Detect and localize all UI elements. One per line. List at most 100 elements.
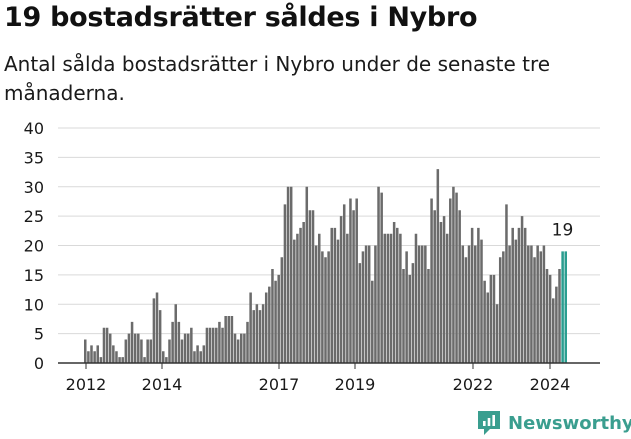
bar [318, 233, 321, 363]
bar [539, 251, 543, 363]
bar [396, 227, 399, 363]
bar [249, 292, 252, 363]
bar [502, 251, 505, 363]
bar [280, 257, 284, 363]
bar [386, 233, 390, 363]
bar [324, 257, 327, 363]
bar [271, 269, 274, 363]
y-tick-label: 15 [24, 266, 44, 285]
x-tick-label: 2024 [530, 375, 571, 394]
bar [474, 245, 477, 363]
highlight-bar [561, 251, 564, 363]
bar [420, 245, 424, 363]
y-tick-label: 0 [34, 354, 44, 373]
page-title: 19 bostadsrätter såldes i Nybro [4, 2, 478, 33]
bar [364, 245, 368, 363]
bar [174, 304, 177, 363]
y-tick-label: 35 [24, 148, 44, 167]
bar [193, 351, 196, 363]
bar [495, 304, 499, 363]
x-tick-label: 2014 [142, 375, 183, 394]
bar [261, 304, 265, 363]
bar [105, 327, 109, 363]
bar [246, 321, 249, 363]
x-tick-label: 2012 [66, 375, 107, 394]
bar [352, 210, 355, 363]
bar [392, 222, 396, 363]
bar [530, 245, 533, 363]
bar [124, 339, 128, 363]
x-axis: 2012 2014 2017 2019 2022 2024 [58, 362, 600, 394]
bar [455, 192, 458, 363]
bar [520, 216, 524, 363]
bar [296, 233, 299, 363]
bar [146, 339, 149, 363]
y-tick-label: 5 [34, 325, 44, 344]
bar [143, 357, 146, 363]
bar [367, 245, 371, 363]
bar [333, 227, 337, 363]
bar [258, 310, 262, 363]
bar [339, 216, 343, 363]
bar [427, 269, 430, 363]
bar [171, 321, 174, 363]
bar [555, 286, 558, 363]
y-axis-labels: 0 5 10 15 20 25 30 35 40 [24, 119, 44, 373]
bar [283, 204, 287, 363]
bar [121, 357, 124, 363]
bar [358, 263, 362, 363]
bar [205, 327, 209, 363]
bar [255, 304, 259, 363]
bar [233, 333, 237, 363]
bar [399, 233, 402, 363]
bar [133, 333, 137, 363]
bar [405, 251, 408, 363]
bar [349, 198, 352, 363]
bar [252, 310, 255, 363]
bar [264, 292, 268, 363]
bar [177, 321, 181, 363]
bar [361, 251, 365, 363]
bar [371, 280, 374, 363]
bar [305, 186, 309, 363]
bar [439, 222, 443, 363]
bar-chart: 0 5 10 15 20 25 30 35 40 2012 2014 2017 2019 2022 202… [24, 119, 600, 394]
bars [84, 169, 567, 363]
annotation: 19 [552, 220, 574, 240]
bar [240, 333, 243, 363]
bar [445, 233, 449, 363]
bar [96, 345, 99, 363]
bar [152, 298, 156, 363]
bar [127, 333, 131, 363]
bar [374, 245, 377, 363]
bar [452, 186, 455, 363]
newsworthy-logo[interactable]: Newsworthy [476, 410, 631, 436]
bar [149, 339, 153, 363]
bar [308, 210, 312, 363]
y-tick-label: 20 [24, 237, 44, 256]
bar [277, 274, 280, 363]
bar [115, 351, 118, 363]
bar [230, 316, 234, 363]
bar [102, 327, 106, 363]
x-tick-label: 2022 [453, 375, 494, 394]
bar [548, 274, 552, 363]
bar [523, 227, 527, 363]
bar [467, 245, 471, 363]
bar [289, 186, 293, 363]
bar [424, 245, 427, 363]
bar [449, 198, 452, 363]
bar [411, 263, 415, 363]
bar [508, 245, 511, 363]
bar [224, 316, 227, 363]
bar [498, 257, 502, 363]
bar [268, 286, 271, 363]
bar [380, 192, 383, 363]
page-subtitle: Antal sålda bostadsrätter i Nybro under … [4, 52, 551, 105]
bar [514, 239, 518, 363]
bar [165, 357, 168, 363]
bar [321, 251, 324, 363]
bar [293, 239, 296, 363]
bar [108, 333, 112, 363]
bar [218, 321, 221, 363]
